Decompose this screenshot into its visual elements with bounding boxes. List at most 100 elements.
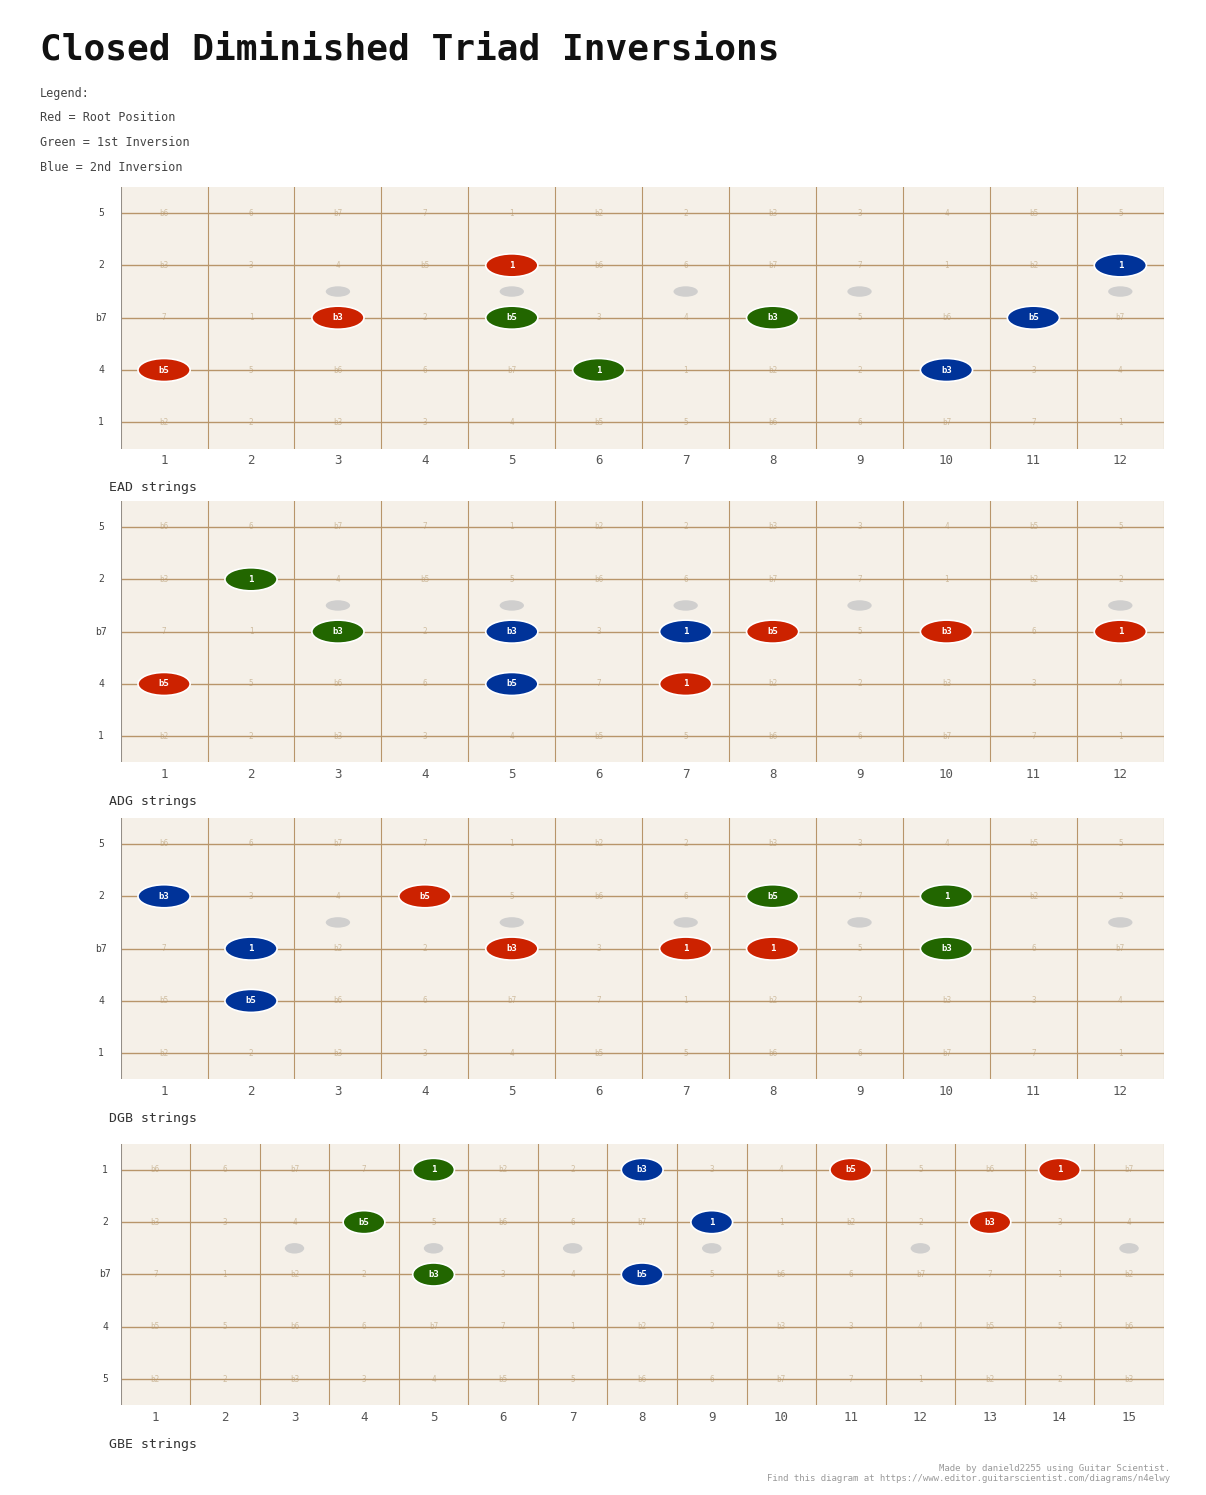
Text: 1: 1 (248, 943, 253, 954)
Text: 4: 4 (779, 1165, 784, 1175)
Ellipse shape (285, 1244, 304, 1253)
Text: 2: 2 (1118, 574, 1123, 585)
Text: 7: 7 (162, 943, 166, 954)
Text: b5: b5 (767, 626, 778, 637)
Text: b6: b6 (498, 1217, 508, 1227)
Text: 1: 1 (684, 996, 687, 1006)
Ellipse shape (226, 937, 277, 960)
Ellipse shape (911, 1244, 930, 1253)
Text: b3: b3 (159, 260, 169, 271)
Text: 3: 3 (422, 1048, 427, 1058)
Text: 7: 7 (153, 1269, 158, 1280)
Text: 1: 1 (684, 679, 687, 689)
Text: b5: b5 (638, 1269, 646, 1280)
Text: b2: b2 (159, 1048, 169, 1058)
Text: b5: b5 (159, 679, 169, 689)
Text: 7: 7 (709, 1217, 714, 1227)
Ellipse shape (423, 1244, 444, 1253)
Text: 3: 3 (248, 260, 253, 271)
Text: b3: b3 (768, 839, 777, 849)
Text: 4: 4 (335, 891, 340, 901)
Text: 5: 5 (432, 1217, 435, 1227)
Text: b5: b5 (246, 996, 257, 1006)
Text: b5: b5 (985, 1322, 995, 1332)
Text: b6: b6 (333, 996, 343, 1006)
Ellipse shape (920, 937, 972, 960)
Text: b5: b5 (420, 260, 429, 271)
Text: 3: 3 (709, 1165, 714, 1175)
Ellipse shape (326, 599, 350, 610)
Text: b5: b5 (507, 312, 517, 323)
Text: 6: 6 (362, 1322, 367, 1332)
Text: b3: b3 (333, 626, 344, 637)
Text: b2: b2 (159, 417, 169, 428)
Text: 2: 2 (684, 208, 687, 218)
Text: 4: 4 (103, 1322, 107, 1332)
Text: b6: b6 (638, 1374, 646, 1384)
Text: 6: 6 (857, 1048, 862, 1058)
Text: b3: b3 (159, 891, 169, 901)
Text: b7: b7 (508, 996, 516, 1006)
Text: b7: b7 (915, 1269, 925, 1280)
Text: 4: 4 (432, 1374, 435, 1384)
Bar (82, 818, 121, 1079)
Text: b6: b6 (768, 731, 777, 742)
Text: 5: 5 (509, 260, 514, 271)
Text: 7: 7 (1031, 1048, 1036, 1058)
Text: 6: 6 (248, 208, 253, 218)
Text: Blue = 2nd Inversion: Blue = 2nd Inversion (40, 161, 182, 173)
Text: 4: 4 (335, 574, 340, 585)
Bar (82, 187, 121, 448)
Text: 6: 6 (857, 731, 862, 742)
Ellipse shape (573, 359, 625, 381)
Text: b6: b6 (942, 626, 952, 637)
Text: 1: 1 (779, 1217, 784, 1227)
Text: b7: b7 (95, 626, 107, 637)
Ellipse shape (621, 1159, 663, 1181)
Text: 6: 6 (223, 1165, 227, 1175)
Text: b3: b3 (637, 1165, 648, 1175)
Text: b3: b3 (333, 417, 343, 428)
Text: 5: 5 (684, 417, 687, 428)
Ellipse shape (499, 599, 523, 610)
Text: b3: b3 (333, 731, 343, 742)
Text: b5: b5 (1029, 839, 1038, 849)
Ellipse shape (226, 990, 277, 1012)
Text: b3: b3 (942, 679, 952, 689)
Text: 1: 1 (944, 260, 949, 271)
Text: b3: b3 (777, 1322, 786, 1332)
Text: 1: 1 (944, 574, 949, 585)
Text: b5: b5 (1029, 208, 1038, 218)
Ellipse shape (137, 673, 191, 695)
Text: 1: 1 (248, 574, 253, 585)
Text: b6: b6 (159, 839, 169, 849)
Text: 5: 5 (709, 1269, 714, 1280)
Text: 3: 3 (422, 731, 427, 742)
Text: Green = 1st Inversion: Green = 1st Inversion (40, 136, 189, 150)
Text: 7: 7 (422, 839, 427, 849)
Text: b3: b3 (768, 208, 777, 218)
Bar (89, 1144, 121, 1405)
Text: 2: 2 (248, 731, 253, 742)
Text: 7: 7 (857, 891, 862, 901)
Text: b7: b7 (768, 891, 777, 901)
Text: b3: b3 (507, 626, 517, 637)
Text: 7: 7 (500, 1322, 505, 1332)
Text: 1: 1 (683, 626, 689, 637)
Text: b5: b5 (420, 891, 431, 901)
Text: b2: b2 (333, 943, 343, 954)
Text: 5: 5 (857, 626, 862, 637)
Text: 3: 3 (597, 943, 601, 954)
Text: b5: b5 (1029, 522, 1038, 532)
Text: 4: 4 (1118, 365, 1123, 375)
Text: 5: 5 (857, 312, 862, 323)
Text: 3: 3 (362, 1374, 367, 1384)
Text: 1: 1 (683, 679, 689, 689)
Text: 7: 7 (857, 260, 862, 271)
Text: b2: b2 (333, 312, 343, 323)
Text: b6: b6 (595, 574, 603, 585)
Text: b7: b7 (333, 208, 343, 218)
Text: b3: b3 (942, 996, 952, 1006)
Text: b3: b3 (638, 1165, 646, 1175)
Text: b3: b3 (508, 943, 516, 954)
